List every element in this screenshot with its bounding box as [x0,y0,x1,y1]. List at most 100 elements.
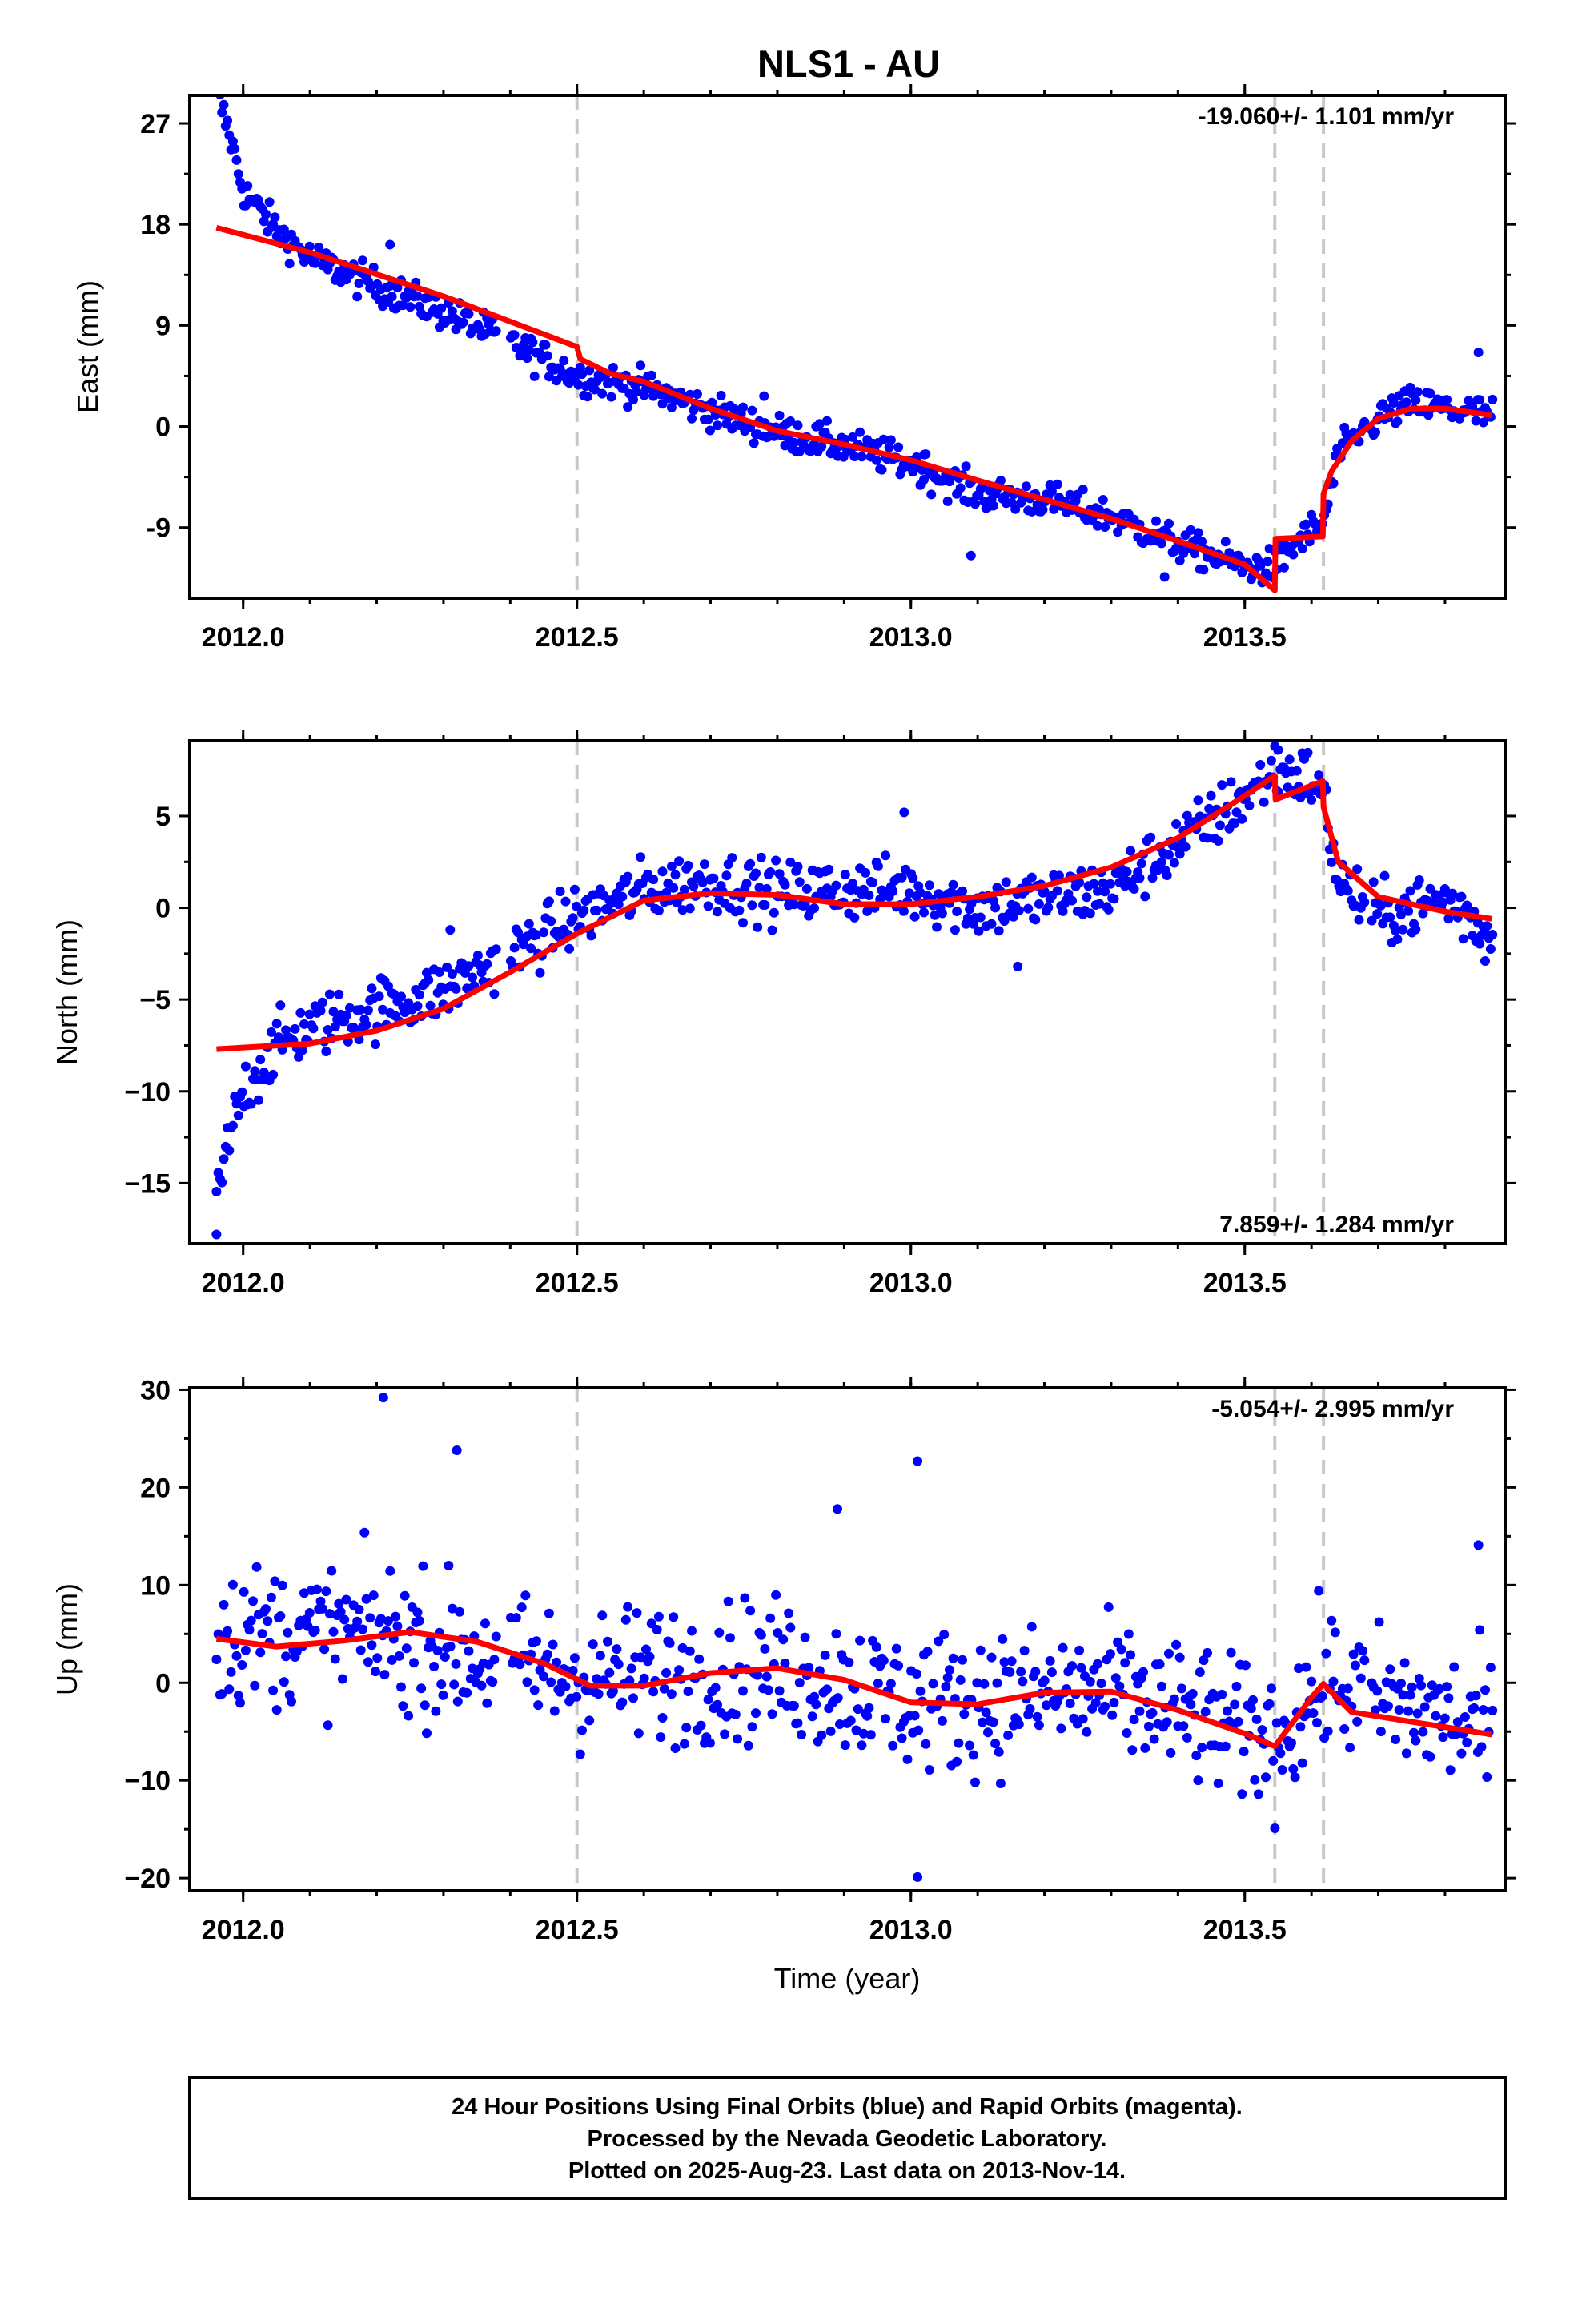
data-point [785,857,796,867]
data-point [1129,1715,1139,1725]
data-point [1056,1723,1066,1734]
x-tick-label: 2012.5 [536,1268,619,1298]
data-point [266,1027,276,1037]
data-point [747,405,757,416]
data-point [1452,1717,1463,1727]
data-point [1273,745,1283,755]
data-point [994,926,1004,936]
data-point [785,416,796,426]
data-point [855,1635,865,1646]
x-tick-label: 2012.0 [202,1915,285,1945]
data-point [334,1598,344,1609]
data-point [1034,899,1044,909]
data-point [529,371,540,381]
data-point [1220,537,1231,547]
data-point [793,420,803,431]
data-point [520,1590,531,1601]
data-point [1213,836,1223,846]
data-point [1270,1823,1280,1833]
data-point [315,1596,326,1606]
data-point [352,292,363,302]
data-point [628,1693,638,1703]
data-point [986,1652,997,1663]
data-point [359,1527,370,1538]
data-point [1026,506,1037,517]
data-point [862,1711,873,1721]
data-point [1244,800,1255,810]
data-point [1103,1602,1114,1612]
data-point [418,1561,428,1571]
data-point [1379,870,1390,881]
data-point [1046,1667,1057,1678]
data-point [709,873,719,883]
data-point [1122,1728,1132,1738]
data-point [759,391,769,401]
data-point [361,1594,371,1604]
data-point [559,356,569,366]
data-point [877,464,887,475]
data-point [1253,1789,1263,1799]
data-point [767,1709,777,1719]
data-point [888,1740,898,1751]
data-point [1255,760,1266,770]
data-point [1074,878,1085,887]
data-point [1456,891,1467,902]
data-point [279,1677,289,1687]
data-point [913,1456,923,1466]
data-point [753,922,763,932]
data-point [669,1612,679,1622]
data-point [250,1680,260,1691]
data-point [1372,1686,1383,1696]
data-point [304,1009,315,1019]
data-point [217,1177,227,1188]
data-point [945,1665,954,1675]
data-point [685,903,695,914]
data-point [420,1700,430,1711]
up-y-axis-label: Up (mm) [50,1583,83,1695]
data-point [1058,906,1068,916]
data-point [1162,870,1172,880]
data-point [911,1669,921,1679]
data-point [644,1651,655,1662]
data-point [1093,886,1102,896]
data-point [1226,777,1236,787]
data-point [449,1679,460,1690]
data-point [1418,908,1428,919]
data-point [1147,1707,1158,1718]
data-point [928,1679,938,1689]
data-point [974,926,984,936]
data-point [959,1709,970,1719]
data-point [491,944,501,955]
data-point [237,1660,247,1670]
data-point [915,1686,926,1696]
data-point [868,877,878,887]
data-point [1475,939,1485,949]
data-point [396,991,406,1002]
data-point [569,884,580,895]
data-point [1403,1706,1414,1716]
data-point [687,1626,697,1636]
data-point [878,434,889,444]
data-point [575,1749,585,1759]
data-point [1018,1676,1028,1687]
data-point [1460,1712,1470,1722]
data-point [1116,1644,1126,1655]
data-point [328,1626,339,1637]
data-point [1100,522,1110,532]
data-point [1032,1711,1042,1722]
data-point [367,1640,377,1651]
data-point [1237,1789,1247,1799]
data-point [633,1728,644,1739]
data-point [1203,833,1212,843]
data-point [1307,794,1317,805]
data-point [995,1779,1006,1788]
data-point [1425,1751,1435,1762]
up-plot-frame [188,1386,1507,1892]
data-point [1350,1660,1360,1671]
data-point [532,930,541,940]
data-point [345,1003,355,1013]
data-point [396,1682,406,1692]
data-point [789,1701,799,1711]
data-point [623,402,633,412]
data-point [372,1653,383,1663]
